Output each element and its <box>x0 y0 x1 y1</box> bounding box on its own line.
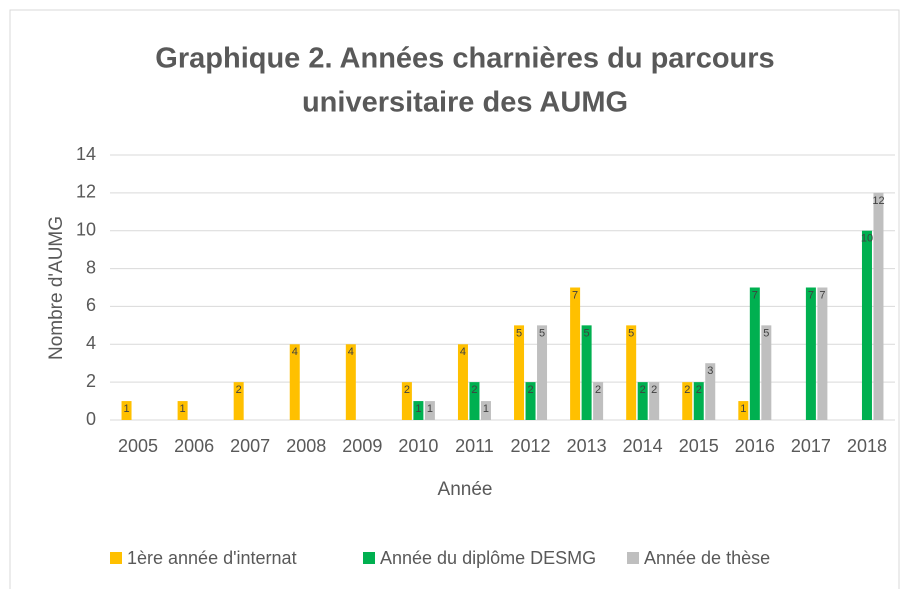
bar <box>626 325 637 420</box>
x-tick-label: 2007 <box>230 436 270 456</box>
x-tick-label: 2016 <box>735 436 775 456</box>
bar <box>480 401 491 420</box>
bar <box>593 382 604 420</box>
bar <box>873 192 884 420</box>
data-label: 2 <box>236 384 242 396</box>
y-tick-label: 14 <box>76 144 96 164</box>
y-tick-label: 4 <box>86 333 96 353</box>
legend-swatch <box>110 552 122 564</box>
legend-swatch <box>627 552 639 564</box>
data-label: 1 <box>123 403 129 415</box>
x-axis-title: Année <box>438 479 493 500</box>
bar <box>705 363 716 420</box>
bar <box>693 382 704 420</box>
data-label: 4 <box>292 346 298 358</box>
legend-label: Année de thèse <box>644 548 770 568</box>
data-label: 4 <box>460 346 466 358</box>
x-tick-label: 2014 <box>623 436 663 456</box>
bar <box>345 344 356 420</box>
data-label: 2 <box>404 384 410 396</box>
x-tick-label: 2005 <box>118 436 158 456</box>
bar <box>413 401 424 420</box>
y-tick-label: 8 <box>86 257 96 277</box>
y-tick-label: 2 <box>86 371 96 391</box>
bar <box>537 325 548 420</box>
data-label: 5 <box>516 327 522 339</box>
y-tick-label: 12 <box>76 182 96 202</box>
data-label: 5 <box>584 327 590 339</box>
data-label: 7 <box>808 289 814 301</box>
bar <box>525 382 536 420</box>
bar <box>177 401 188 420</box>
data-label: 2 <box>640 384 646 396</box>
data-label: 10 <box>861 233 873 245</box>
bar <box>457 344 468 420</box>
data-label: 2 <box>696 384 702 396</box>
data-label: 2 <box>684 384 690 396</box>
legend-label: 1ère année d'internat <box>127 548 297 568</box>
y-tick-label: 6 <box>86 295 96 315</box>
data-label: 2 <box>595 384 601 396</box>
bar <box>401 382 412 420</box>
bar <box>581 325 592 420</box>
bar <box>514 325 525 420</box>
data-label: 4 <box>348 346 354 358</box>
data-label: 1 <box>740 403 746 415</box>
y-axis-title: Nombre d'AUMG <box>46 216 67 360</box>
x-tick-label: 2013 <box>567 436 607 456</box>
data-label: 3 <box>707 365 713 377</box>
data-label: 2 <box>527 384 533 396</box>
bar <box>817 287 828 420</box>
bar <box>761 325 772 420</box>
data-label: 5 <box>539 327 545 339</box>
bar <box>749 287 760 420</box>
y-tick-label: 0 <box>86 409 96 429</box>
bar <box>233 382 244 420</box>
bar <box>649 382 660 420</box>
legend-swatch <box>363 552 375 564</box>
legend-label: Année du diplôme DESMG <box>380 548 596 568</box>
bar <box>570 287 581 420</box>
x-tick-label: 2009 <box>342 436 382 456</box>
bar <box>738 401 749 420</box>
bar <box>805 287 816 420</box>
data-label: 2 <box>651 384 657 396</box>
bar <box>682 382 693 420</box>
x-tick-label: 2006 <box>174 436 214 456</box>
data-label: 5 <box>763 327 769 339</box>
data-label: 1 <box>427 403 433 415</box>
bar <box>637 382 648 420</box>
bar <box>424 401 435 420</box>
data-label: 2 <box>471 384 477 396</box>
data-label: 1 <box>483 403 489 415</box>
x-tick-label: 2008 <box>286 436 326 456</box>
y-tick-label: 10 <box>76 219 96 239</box>
x-tick-label: 2015 <box>679 436 719 456</box>
bar <box>121 401 132 420</box>
chart-title: universitaire des AUMG <box>302 87 628 119</box>
data-label: 12 <box>872 195 884 207</box>
x-tick-label: 2018 <box>847 436 887 456</box>
bar <box>861 230 872 420</box>
chart-title: Graphique 2. Années charnières du parcou… <box>155 43 774 75</box>
data-label: 1 <box>180 403 186 415</box>
data-label: 1 <box>415 403 421 415</box>
data-label: 7 <box>752 289 758 301</box>
x-tick-label: 2017 <box>791 436 831 456</box>
bar <box>469 382 480 420</box>
x-tick-label: 2010 <box>398 436 438 456</box>
bar <box>289 344 300 420</box>
data-label: 7 <box>572 289 578 301</box>
x-tick-label: 2011 <box>455 436 494 456</box>
x-tick-label: 2012 <box>511 436 551 456</box>
data-label: 5 <box>628 327 634 339</box>
data-label: 7 <box>819 289 825 301</box>
